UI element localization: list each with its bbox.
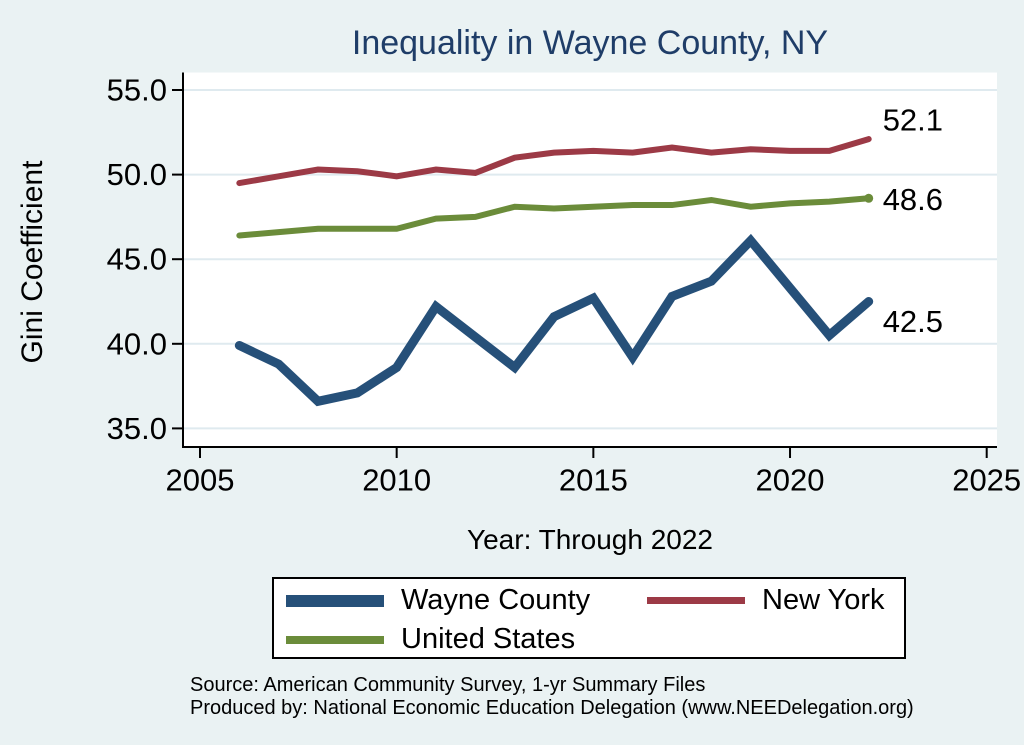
x-tick-label: 2010	[362, 463, 431, 498]
legend-label-wayne-county: Wayne County	[401, 584, 591, 616]
end-label-united-states: 48.6	[883, 182, 943, 217]
legend-label-new-york: New York	[762, 584, 885, 616]
y-tick-label: 40.0	[107, 326, 167, 361]
legend-item-united-states: United States	[286, 620, 575, 659]
legend-swatch-wayne-county	[286, 594, 384, 607]
y-tick-label: 35.0	[107, 411, 167, 446]
chart-line-wayne-county	[234, 233, 874, 407]
y-axis-title: Gini Coefficient	[16, 160, 49, 364]
end-label-wayne-county: 42.5	[883, 304, 943, 339]
legend-swatch-united-states	[286, 635, 384, 644]
y-tick-label: 45.0	[107, 242, 167, 277]
x-tick-label: 2025	[952, 463, 1021, 498]
chart-line-united-states	[236, 195, 872, 239]
source-note: Source: American Community Survey, 1-yr …	[190, 674, 914, 720]
legend-swatch-new-york	[647, 597, 745, 604]
x-axis-title: Year: Through 2022	[467, 524, 713, 555]
legend-row: Wayne County New York	[274, 581, 904, 620]
y-tick-label: 55.0	[107, 73, 167, 108]
source-line-2: Produced by: National Economic Education…	[190, 697, 914, 719]
chart-line-new-york	[236, 136, 872, 187]
end-label-new-york: 52.1	[883, 103, 943, 138]
x-tick-label: 2015	[559, 463, 628, 498]
x-tick-label: 2020	[756, 463, 825, 498]
x-tick-label: 2005	[166, 463, 235, 498]
end-marker	[864, 193, 874, 203]
legend: Wayne County New York United States	[272, 577, 906, 659]
legend-row: United States	[274, 620, 904, 659]
chart-title: Inequality in Wayne County, NY	[351, 24, 829, 62]
legend-item-new-york: New York	[647, 581, 885, 620]
y-tick-label: 50.0	[107, 157, 167, 192]
legend-item-wayne-county: Wayne County	[286, 581, 590, 620]
legend-label-united-states: United States	[401, 623, 576, 655]
chart-plot-area: 55.0 50.0 45.0 40.0 35.0 2005 2010 2015 2020 2025…	[107, 72, 1021, 498]
source-line-1: Source: American Community Survey, 1-yr …	[190, 674, 706, 696]
